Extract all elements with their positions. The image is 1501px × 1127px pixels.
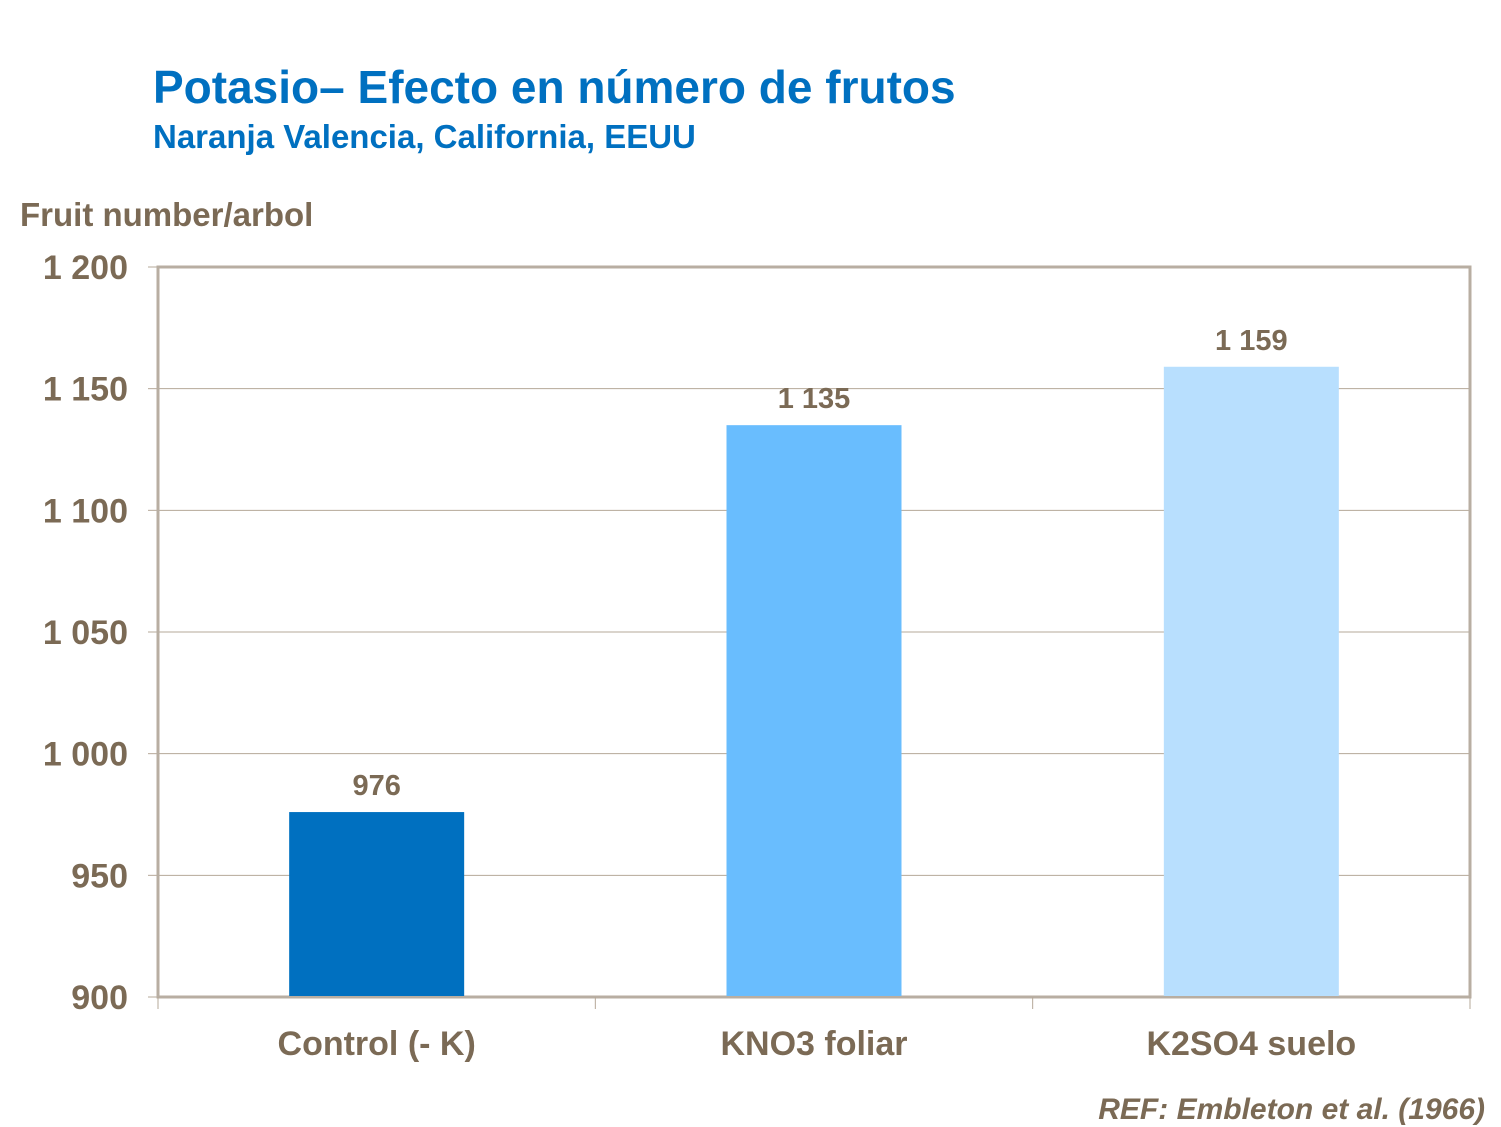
bar [1163, 366, 1339, 996]
y-tick-label: 950 [71, 857, 128, 895]
x-tick-label: KNO3 foliar [720, 1025, 907, 1063]
reference-note: REF: Embleton et al. (1966) [1098, 1093, 1485, 1126]
chart-subtitle: Naranja Valencia, California, EEUU [153, 118, 696, 155]
chart-title: Potasio– Efecto en número de frutos [153, 61, 956, 113]
y-axis-label: Fruit number/arbol [20, 196, 314, 233]
y-tick-label: 1 000 [43, 736, 128, 774]
y-tick-label: 1 150 [43, 371, 128, 409]
x-tick-label: Control (- K) [278, 1025, 476, 1063]
x-tick-label: K2SO4 suelo [1146, 1025, 1356, 1063]
data-label: 1 159 [1215, 325, 1288, 357]
y-tick-label: 1 200 [43, 249, 128, 287]
plot-frame [156, 265, 1472, 999]
data-label: 1 135 [778, 383, 851, 415]
y-tick-label: 1 100 [43, 492, 128, 530]
y-tick-label: 1 050 [43, 614, 128, 652]
data-label: 976 [352, 770, 400, 802]
bar [289, 812, 465, 996]
y-tick-label: 900 [71, 979, 128, 1017]
bar [726, 425, 902, 997]
